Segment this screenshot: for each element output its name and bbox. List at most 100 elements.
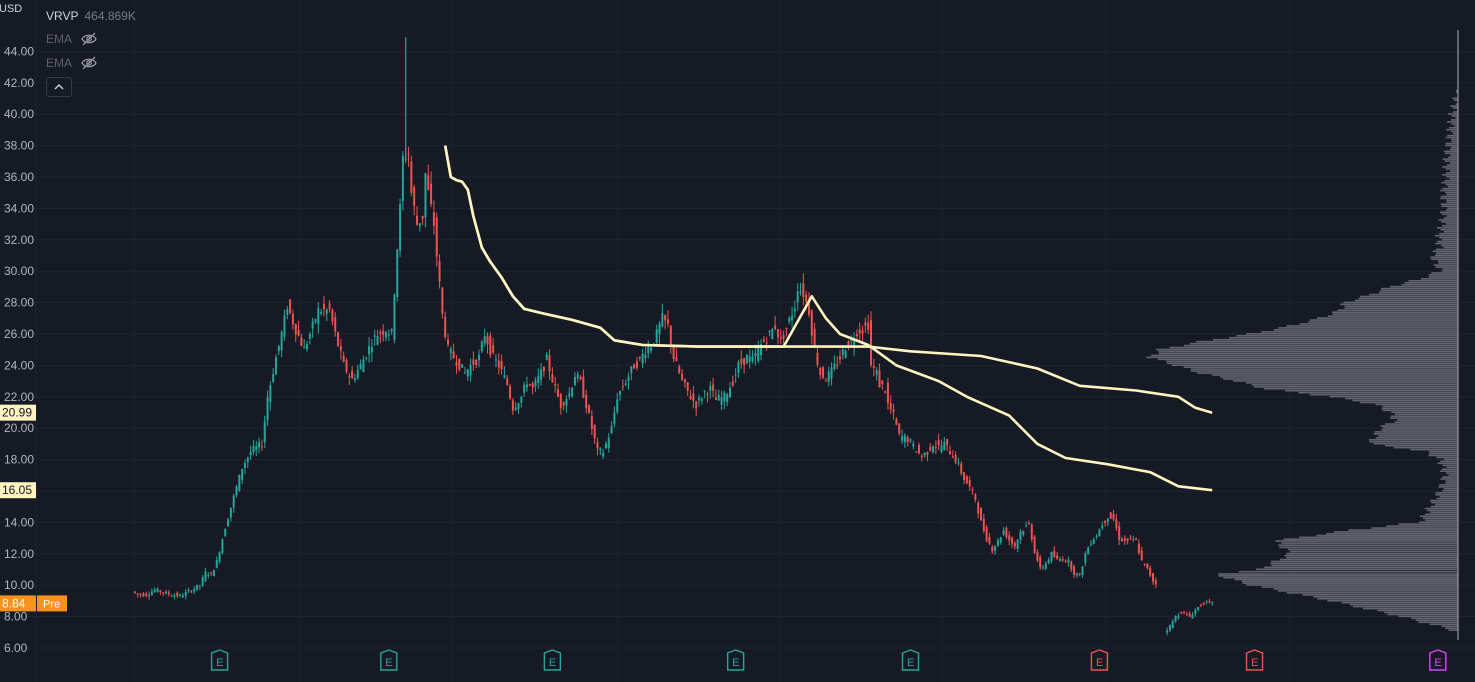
candle-body	[523, 384, 526, 393]
earnings-marker-icon[interactable]	[210, 649, 229, 671]
volume-profile-bar	[1222, 378, 1458, 380]
candle-body	[858, 329, 861, 334]
candle-body	[300, 337, 303, 346]
candle-body	[1073, 566, 1076, 575]
legend-ema-1[interactable]: EMA	[46, 32, 98, 46]
volume-profile-bar	[1183, 344, 1458, 347]
candle-body	[286, 309, 289, 315]
candle-body	[568, 393, 571, 397]
volume-profile-bar	[1381, 429, 1458, 431]
candle-body	[779, 337, 782, 339]
candle-body	[985, 527, 988, 541]
volume-profile-bar	[1441, 221, 1458, 223]
volume-profile-bar	[1448, 156, 1458, 158]
candle-body	[830, 367, 833, 379]
volume-profile-bar	[1445, 168, 1458, 170]
legend-vrvp[interactable]: VRVP 464.869K	[46, 9, 136, 23]
candle-body	[557, 389, 559, 397]
candle-body	[1095, 536, 1098, 538]
volume-profile-bar	[1439, 189, 1458, 192]
candle-body	[951, 456, 954, 458]
earnings-marker-icon[interactable]	[1090, 649, 1109, 671]
earnings-marker-icon[interactable]	[1245, 649, 1264, 671]
candle-body	[590, 416, 593, 429]
candle-body	[1177, 615, 1180, 618]
volume-profile-bar	[1446, 201, 1458, 204]
candle-body	[184, 592, 187, 596]
volume-profile-bar	[1344, 305, 1458, 308]
volume-profile-bar	[1442, 476, 1458, 478]
earnings-marker-icon[interactable]	[543, 649, 562, 671]
eye-off-icon[interactable]	[80, 56, 98, 70]
eye-off-icon[interactable]	[80, 32, 98, 46]
legend-ema-2[interactable]: EMA	[46, 56, 98, 70]
volume-profile-bar	[1158, 350, 1458, 353]
volume-profile-bar	[1431, 272, 1458, 274]
earnings-marker-icon[interactable]	[726, 649, 745, 671]
collapse-legend-button[interactable]	[46, 77, 72, 97]
candle-body	[1008, 535, 1011, 541]
y-tick-label: 32.00	[4, 233, 34, 247]
pre-market-badge: Pre	[43, 598, 60, 610]
candle-body	[1047, 559, 1050, 564]
volume-profile-bar	[1430, 499, 1458, 502]
volume-profile-bar	[1445, 209, 1458, 211]
candle-body	[438, 261, 441, 282]
y-tick-label: 22.00	[4, 390, 34, 404]
candle-body	[689, 396, 692, 400]
volume-profile-bar	[1446, 128, 1458, 131]
volume-profile-bar	[1449, 148, 1458, 151]
earnings-marker-icon[interactable]	[1429, 649, 1447, 671]
volume-profile-bar	[1189, 342, 1458, 345]
candle-body	[444, 316, 447, 338]
candle-body	[475, 360, 478, 366]
volume-profile-bar	[1218, 573, 1458, 575]
volume-profile-bar	[1454, 124, 1458, 127]
volume-profile-bar	[1447, 185, 1458, 188]
candle-body	[988, 536, 991, 544]
volume-profile-bar	[1441, 244, 1458, 247]
candle-body	[1106, 518, 1109, 522]
candle-body	[1194, 610, 1197, 615]
candle-body	[322, 304, 325, 310]
ema-line-long[interactable]	[443, 145, 1213, 414]
candle-body	[478, 354, 481, 361]
earnings-marker-icon[interactable]	[901, 649, 920, 671]
volume-profile-bar	[1451, 130, 1458, 133]
candle-body	[948, 451, 951, 455]
candle-body	[833, 363, 836, 370]
candle-body	[368, 345, 371, 355]
volume-profile-bar	[1422, 517, 1458, 520]
volume-profile-bar	[1439, 211, 1458, 213]
volume-profile-bar	[1447, 121, 1458, 123]
currency-label[interactable]: USD	[0, 3, 23, 15]
volume-profile-bar	[1197, 372, 1458, 374]
volume-profile-bar	[1450, 105, 1458, 107]
candle-body	[193, 588, 196, 592]
volume-profile-bar	[1449, 177, 1458, 180]
candle-body	[317, 307, 320, 324]
volume-profile-bar	[1440, 197, 1458, 200]
candle-body	[960, 463, 963, 474]
volume-profile-bar	[1191, 370, 1458, 372]
candle-body	[875, 370, 878, 375]
candle-body	[1084, 553, 1087, 563]
earnings-marker-icon[interactable]	[380, 649, 398, 671]
volume-profile-bar	[1352, 399, 1458, 402]
volume-profile-bar	[1445, 482, 1458, 484]
y-tick-label: 8.00	[4, 610, 28, 624]
volume-profile-bar	[1277, 590, 1458, 592]
candle-body	[212, 569, 215, 577]
candle-body	[399, 204, 402, 251]
candle-body	[455, 361, 458, 366]
volume-profile-bar	[1234, 578, 1458, 581]
volume-profile-bar	[1219, 376, 1458, 378]
candle-body	[799, 291, 802, 293]
candle-body	[630, 366, 633, 373]
volume-profile-bar	[1212, 338, 1458, 341]
y-tick-label: 28.00	[4, 296, 34, 310]
candle-body	[159, 590, 162, 593]
candle-body	[782, 335, 785, 339]
